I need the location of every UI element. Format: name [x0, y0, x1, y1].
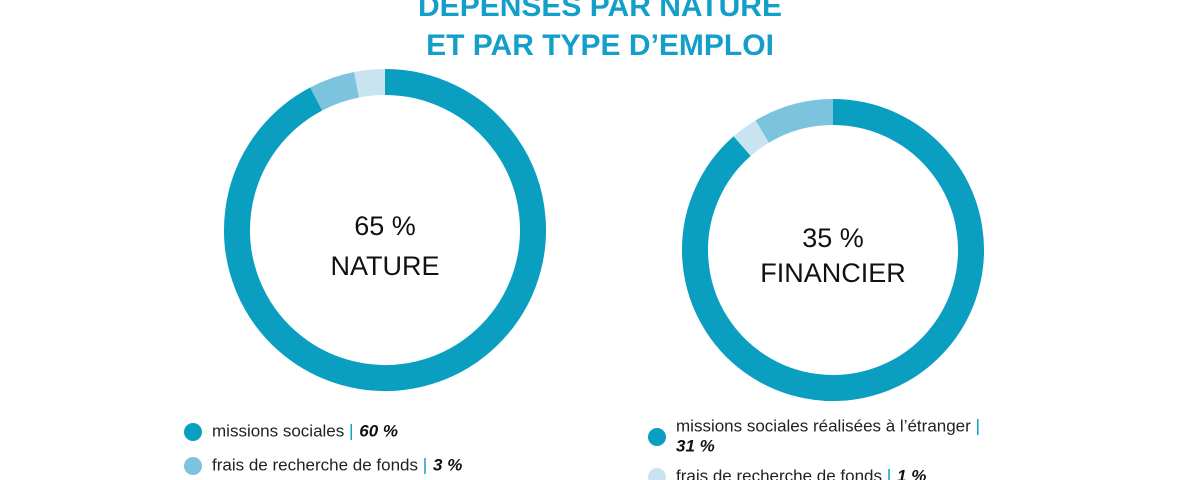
center-value: 65 %	[354, 211, 416, 241]
title-line: ET PAR TYPE D’EMPLOI	[426, 29, 774, 62]
legend-value: 60 %	[359, 421, 398, 440]
legend-swatch	[184, 423, 202, 441]
legend-swatch	[648, 428, 666, 446]
center-label: NATURE	[330, 251, 439, 281]
donut-segment	[224, 69, 546, 391]
donut-segment	[682, 99, 984, 401]
legend-label: frais de recherche de fonds	[212, 455, 418, 474]
legend-value: 31 %	[676, 436, 715, 455]
legend-value: 1 %	[897, 466, 926, 480]
legend-label: missions sociales réalisées à l’étranger	[676, 416, 971, 435]
legend-value: 3 %	[433, 455, 462, 474]
donut-segment	[733, 120, 770, 157]
legend-label: missions sociales	[212, 421, 344, 440]
center-value: 35 %	[802, 223, 864, 253]
legend-swatch	[648, 468, 666, 480]
donut-segment	[310, 71, 360, 111]
donut-segment	[354, 69, 386, 98]
title-line: DÉPENSES PAR NATURE	[418, 0, 782, 23]
center-label: FINANCIER	[760, 258, 906, 288]
legend-label: frais de recherche de fonds	[676, 466, 882, 480]
legend-swatch	[184, 457, 202, 475]
donut-segment	[755, 99, 834, 143]
